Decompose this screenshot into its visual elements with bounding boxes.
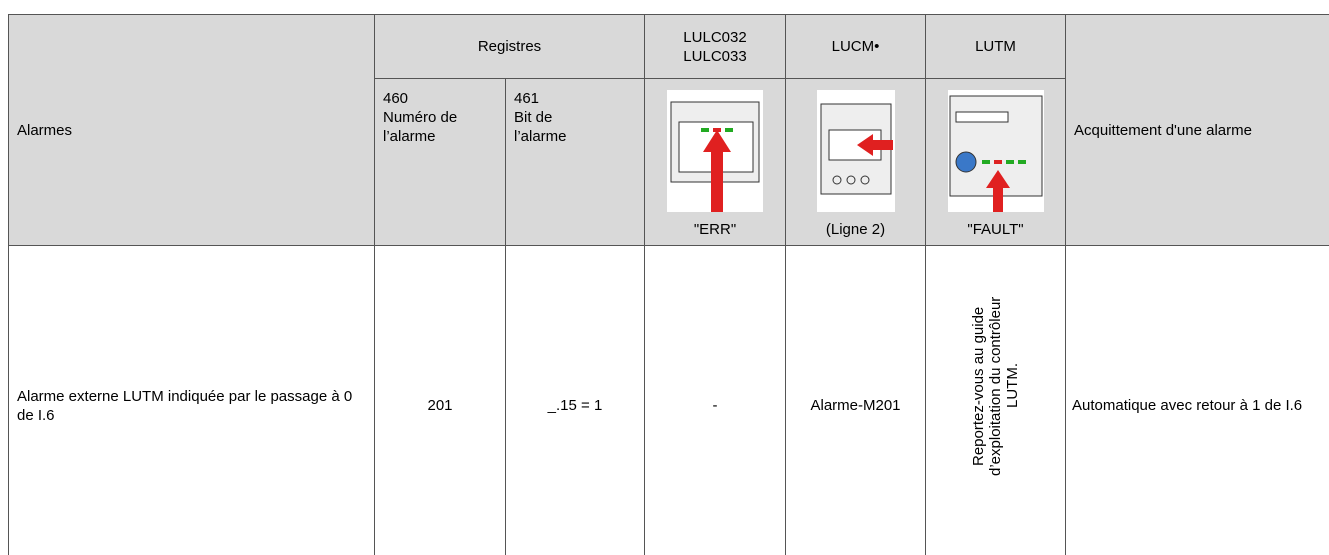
header-text: (Ligne 2) [825,221,886,238]
header-cell: Alarmes [9,15,375,246]
body-cell: Automatique avec retour à 1 de I.6 [1066,246,1329,555]
device-image [667,90,763,212]
header-text: LUCM• [831,38,880,55]
body-text: Reportez-vous au guide d’exploitation du… [970,296,1021,476]
body-text: Automatique avec retour à 1 de I.6 [1072,397,1303,414]
header-text: 461 Bit de l’alarme [514,90,567,145]
header-text: Registres [477,38,542,55]
device-image [947,90,1044,212]
table-left-border [8,14,9,555]
header-cell: 461 Bit de l’alarme [506,79,645,246]
header-text: Alarmes [17,121,73,139]
header-cell: (Ligne 2) [786,79,926,246]
table-top-border [8,14,1329,15]
header-cell: LUCM• [786,15,926,79]
body-cell: Alarme externe LUTM indiquée par le pass… [9,246,375,555]
body-text: Alarme-M201 [810,397,901,414]
header-cell: Registres [375,15,645,79]
body-text: - [712,397,718,414]
body-cell: Alarme-M201 [786,246,926,555]
header-text: Acquittement d'une alarme [1074,121,1252,139]
header-cell: Acquittement d'une alarme [1066,15,1329,246]
body-cell: 201 [375,246,506,555]
body-text: 201 [427,397,453,414]
device-image [816,90,895,212]
header-cell: 460 Numéro de l’alarme [375,79,506,246]
header-text: LULC032 LULC033 [683,28,747,65]
header-text: 460 Numéro de l’alarme [383,90,458,145]
header-text: "ERR" [693,221,737,238]
body-text: Alarme externe LUTM indiquée par le pass… [17,387,353,424]
header-cell: "ERR" [645,79,786,246]
header-text: LUTM [975,38,1016,55]
body-cell: Reportez-vous au guide d’exploitation du… [926,246,1066,555]
header-cell: LUTM [926,15,1066,79]
body-cell: - [645,246,786,555]
header-cell: LULC032 LULC033 [645,15,786,79]
header-text: "FAULT" [967,221,1024,238]
body-text: _.15 = 1 [547,397,603,414]
body-cell: _.15 = 1 [506,246,645,555]
header-cell: "FAULT" [926,79,1066,246]
